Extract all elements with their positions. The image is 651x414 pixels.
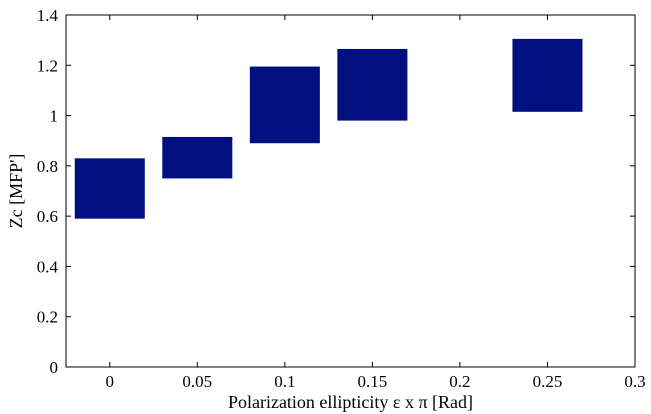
- x-tick-label: 0.25: [533, 372, 563, 391]
- y-tick-label: 0.2: [37, 308, 58, 327]
- y-axis-title: Zc [MFP']: [6, 154, 26, 229]
- x-tick-label: 0: [106, 372, 115, 391]
- range-box-3: [337, 48, 408, 121]
- y-tick-label: 0: [50, 358, 59, 377]
- x-tick-label: 0.2: [449, 372, 470, 391]
- y-tick-label: 0.8: [37, 157, 58, 176]
- y-tick-label: 1: [50, 107, 59, 126]
- x-tick-label: 0.3: [624, 372, 645, 391]
- x-tick-label: 0.15: [358, 372, 388, 391]
- y-tick-label: 1.2: [37, 56, 58, 75]
- range-box-2: [249, 66, 320, 144]
- range-box-1: [162, 136, 233, 179]
- y-axis: 0 0.2 0.4 0.6 0.8 1 1.2 1.4: [37, 6, 635, 377]
- plot-frame: [65, 14, 636, 368]
- y-tick-label: 0.6: [37, 207, 58, 226]
- x-tick-label: 0.05: [182, 372, 212, 391]
- range-box-4: [512, 38, 583, 112]
- x-tick-label: 0.1: [274, 372, 295, 391]
- x-axis-title: Polarization ellipticity ε x π [Rad]: [228, 392, 473, 412]
- y-tick-label: 1.4: [37, 6, 59, 25]
- range-box-0: [74, 158, 145, 219]
- bars-group: [74, 38, 583, 219]
- y-tick-label: 0.4: [37, 257, 59, 276]
- x-axis: 0 0.05 0.1 0.15 0.2 0.25 0.3: [106, 15, 646, 391]
